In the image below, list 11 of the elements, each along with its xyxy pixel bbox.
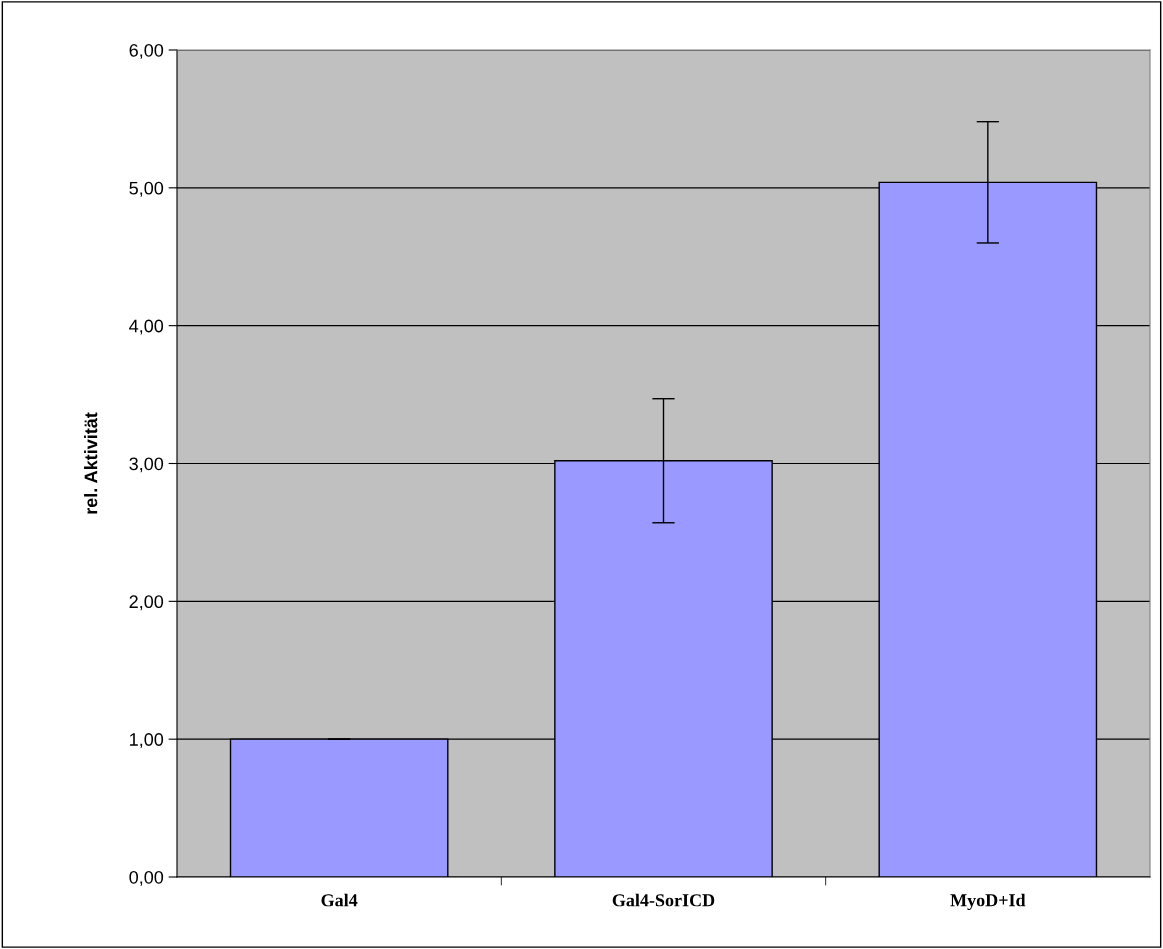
y-axis-title: rel. Aktivität — [84, 412, 98, 514]
y-tick-label: 3,00 — [129, 457, 164, 473]
y-tick-label: 4,00 — [129, 319, 164, 335]
x-tick-label: MyoD+Id — [950, 893, 1026, 911]
y-tick-label: 2,00 — [129, 595, 164, 611]
y-tick-label: 6,00 — [129, 43, 164, 59]
y-tick-label: 1,00 — [130, 733, 164, 749]
x-tick-label: Gal4-SorICD — [612, 893, 715, 907]
y-tick-label: 0,00 — [129, 870, 164, 886]
x-tick-label: Gal4 — [321, 893, 358, 907]
y-tick-label: 5,00 — [129, 181, 164, 197]
